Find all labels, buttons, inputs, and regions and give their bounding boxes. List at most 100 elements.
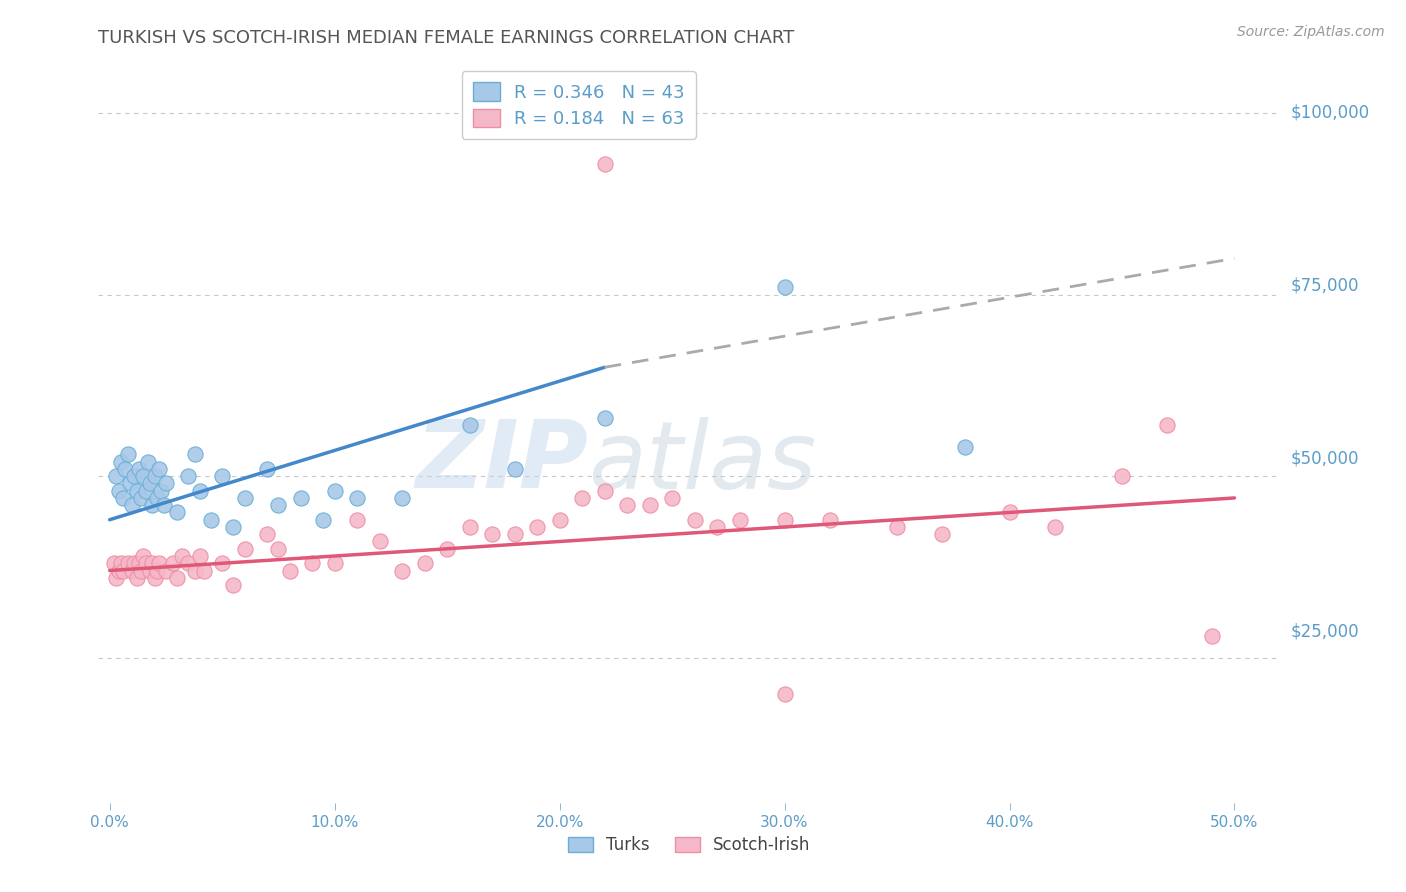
Point	[125, 483, 148, 498]
Point	[166, 506, 188, 520]
Point	[125, 571, 148, 585]
Point	[143, 469, 166, 483]
Point	[458, 418, 481, 433]
Point	[135, 483, 157, 498]
Point	[998, 506, 1021, 520]
Point	[132, 469, 155, 483]
Point	[256, 462, 278, 476]
Point	[481, 527, 503, 541]
Point	[139, 564, 162, 578]
Point	[141, 556, 163, 570]
Point	[1201, 629, 1223, 643]
Text: atlas: atlas	[589, 417, 817, 508]
Text: TURKISH VS SCOTCH-IRISH MEDIAN FEMALE EARNINGS CORRELATION CHART: TURKISH VS SCOTCH-IRISH MEDIAN FEMALE EA…	[98, 29, 794, 47]
Point	[773, 280, 796, 294]
Point	[346, 491, 368, 505]
Point	[312, 513, 335, 527]
Point	[1156, 418, 1178, 433]
Point	[105, 469, 128, 483]
Point	[177, 556, 200, 570]
Point	[278, 564, 301, 578]
Point	[818, 513, 841, 527]
Point	[323, 556, 346, 570]
Point	[150, 483, 173, 498]
Point	[114, 462, 136, 476]
Point	[233, 541, 256, 556]
Point	[118, 476, 141, 491]
Point	[301, 556, 323, 570]
Point	[548, 513, 571, 527]
Point	[166, 571, 188, 585]
Point	[136, 455, 159, 469]
Point	[1043, 520, 1066, 534]
Point	[135, 556, 157, 570]
Point	[146, 564, 169, 578]
Point	[290, 491, 312, 505]
Point	[117, 447, 139, 461]
Point	[184, 564, 207, 578]
Point	[233, 491, 256, 505]
Point	[132, 549, 155, 563]
Point	[267, 541, 290, 556]
Point	[124, 469, 146, 483]
Point	[146, 491, 169, 505]
Point	[139, 476, 162, 491]
Point	[129, 564, 152, 578]
Point	[121, 498, 143, 512]
Point	[211, 469, 233, 483]
Point	[170, 549, 193, 563]
Point	[193, 564, 215, 578]
Point	[526, 520, 548, 534]
Point	[143, 571, 166, 585]
Text: ZIP: ZIP	[416, 417, 589, 508]
Point	[222, 578, 245, 592]
Point	[107, 483, 129, 498]
Point	[706, 520, 728, 534]
Legend: Turks, Scotch-Irish: Turks, Scotch-Irish	[561, 830, 817, 861]
Point	[436, 541, 458, 556]
Point	[391, 491, 413, 505]
Point	[148, 556, 170, 570]
Point	[148, 462, 170, 476]
Point	[267, 498, 290, 512]
Point	[188, 483, 211, 498]
Point	[256, 527, 278, 541]
Point	[728, 513, 751, 527]
Point	[931, 527, 953, 541]
Point	[105, 571, 128, 585]
Point	[616, 498, 638, 512]
Point	[162, 556, 184, 570]
Point	[368, 534, 391, 549]
Point	[593, 411, 616, 425]
Point	[773, 513, 796, 527]
Point	[152, 498, 174, 512]
Point	[571, 491, 593, 505]
Point	[593, 483, 616, 498]
Point	[953, 440, 976, 454]
Point	[112, 491, 135, 505]
Point	[773, 687, 796, 701]
Point	[503, 462, 526, 476]
Point	[129, 491, 152, 505]
Point	[638, 498, 661, 512]
Point	[503, 527, 526, 541]
Point	[391, 564, 413, 578]
Point	[177, 469, 200, 483]
Point	[103, 556, 125, 570]
Point	[458, 520, 481, 534]
Point	[117, 556, 139, 570]
Point	[110, 455, 132, 469]
Point	[107, 564, 129, 578]
Point	[886, 520, 908, 534]
Point	[683, 513, 706, 527]
Point	[211, 556, 233, 570]
Point	[128, 462, 150, 476]
Point	[346, 513, 368, 527]
Point	[413, 556, 436, 570]
Point	[184, 447, 207, 461]
Point	[188, 549, 211, 563]
Text: Source: ZipAtlas.com: Source: ZipAtlas.com	[1237, 25, 1385, 39]
Point	[1111, 469, 1133, 483]
Point	[121, 564, 143, 578]
Point	[323, 483, 346, 498]
